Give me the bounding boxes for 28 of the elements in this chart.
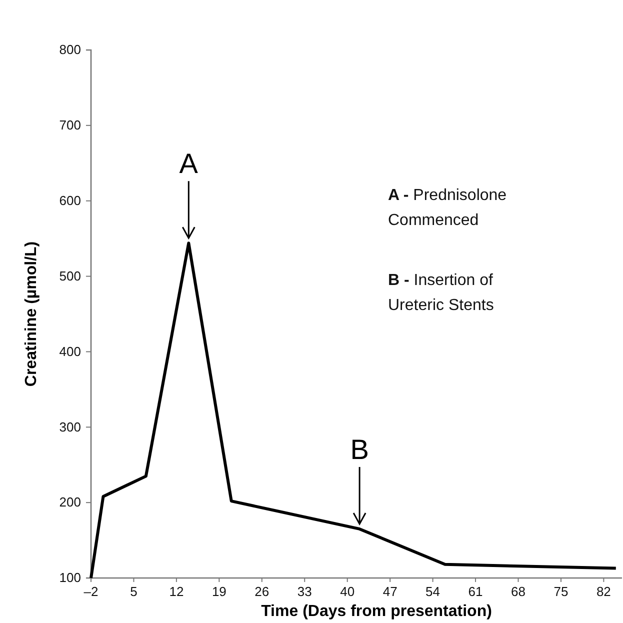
x-tick-label: 47 [382, 584, 398, 600]
y-tick-label: 400 [59, 344, 81, 359]
y-tick-label: 800 [59, 42, 81, 58]
x-tick-label: 26 [254, 584, 270, 600]
x-tick-label: 75 [554, 584, 568, 600]
annotation: A [179, 148, 198, 180]
x-axis-title: Time (Days from presentation) [261, 603, 492, 620]
y-tick-label: 500 [59, 268, 81, 284]
line-series [90, 242, 618, 580]
annotation: A - Prednisolone Commenced [388, 187, 507, 229]
x-tick-label: 12 [169, 584, 184, 600]
x-tick-label: 5 [130, 584, 138, 600]
y-tick-label: 600 [59, 193, 81, 208]
x-tick-label: –2 [84, 584, 98, 600]
x-tick-label: 54 [426, 584, 440, 600]
x-tick-label: 33 [297, 584, 312, 600]
y-tick-label: 200 [59, 494, 81, 510]
x-tick-label: 68 [511, 584, 526, 600]
x-tick-label: 40 [340, 584, 355, 600]
y-tick-label: 100 [59, 570, 81, 586]
y-tick-label: 300 [59, 419, 81, 434]
x-tick-label: 82 [596, 584, 611, 600]
y-axis-title: Creatinine (µmol/L) [23, 241, 40, 387]
x-tick-label: 61 [468, 584, 483, 600]
y-tick-label: 700 [59, 118, 81, 133]
annotation: B [350, 434, 369, 465]
annotation: B - Insertion of Ureteric Stents [388, 272, 494, 314]
x-tick-label: 19 [212, 584, 226, 600]
